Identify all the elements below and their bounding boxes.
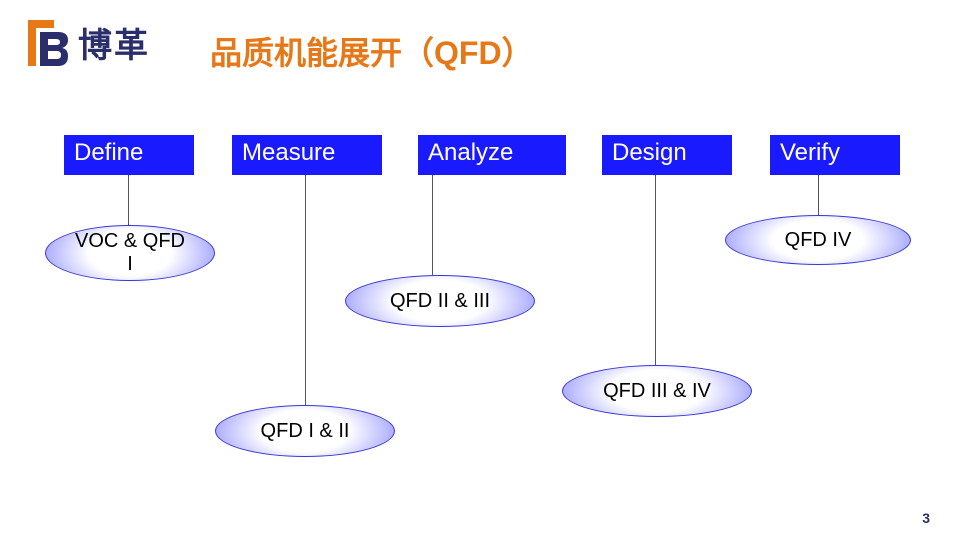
phase-measure: Measure xyxy=(232,135,382,175)
page-title: 品质机能展开（QFD） xyxy=(210,28,534,74)
page-number: 3 xyxy=(922,510,930,526)
connector-3 xyxy=(655,175,656,365)
phase-design: Design xyxy=(602,135,732,175)
connector-2 xyxy=(432,175,433,275)
ellipse-2: QFD II & III xyxy=(345,275,535,327)
phase-analyze: Analyze xyxy=(418,135,566,175)
logo-text: 博革 xyxy=(78,18,150,67)
connector-0 xyxy=(128,175,129,225)
logo: 博革 xyxy=(28,18,150,67)
ellipse-0: VOC & QFDI xyxy=(45,225,215,281)
ellipse-4: QFD IV xyxy=(725,215,911,265)
connector-1 xyxy=(305,175,306,405)
ellipse-1: QFD I & II xyxy=(215,405,395,457)
ellipse-3: QFD III & IV xyxy=(562,365,752,417)
connector-4 xyxy=(818,175,819,215)
phase-verify: Verify xyxy=(770,135,900,175)
logo-mark xyxy=(28,20,70,66)
phase-define: Define xyxy=(64,135,194,175)
